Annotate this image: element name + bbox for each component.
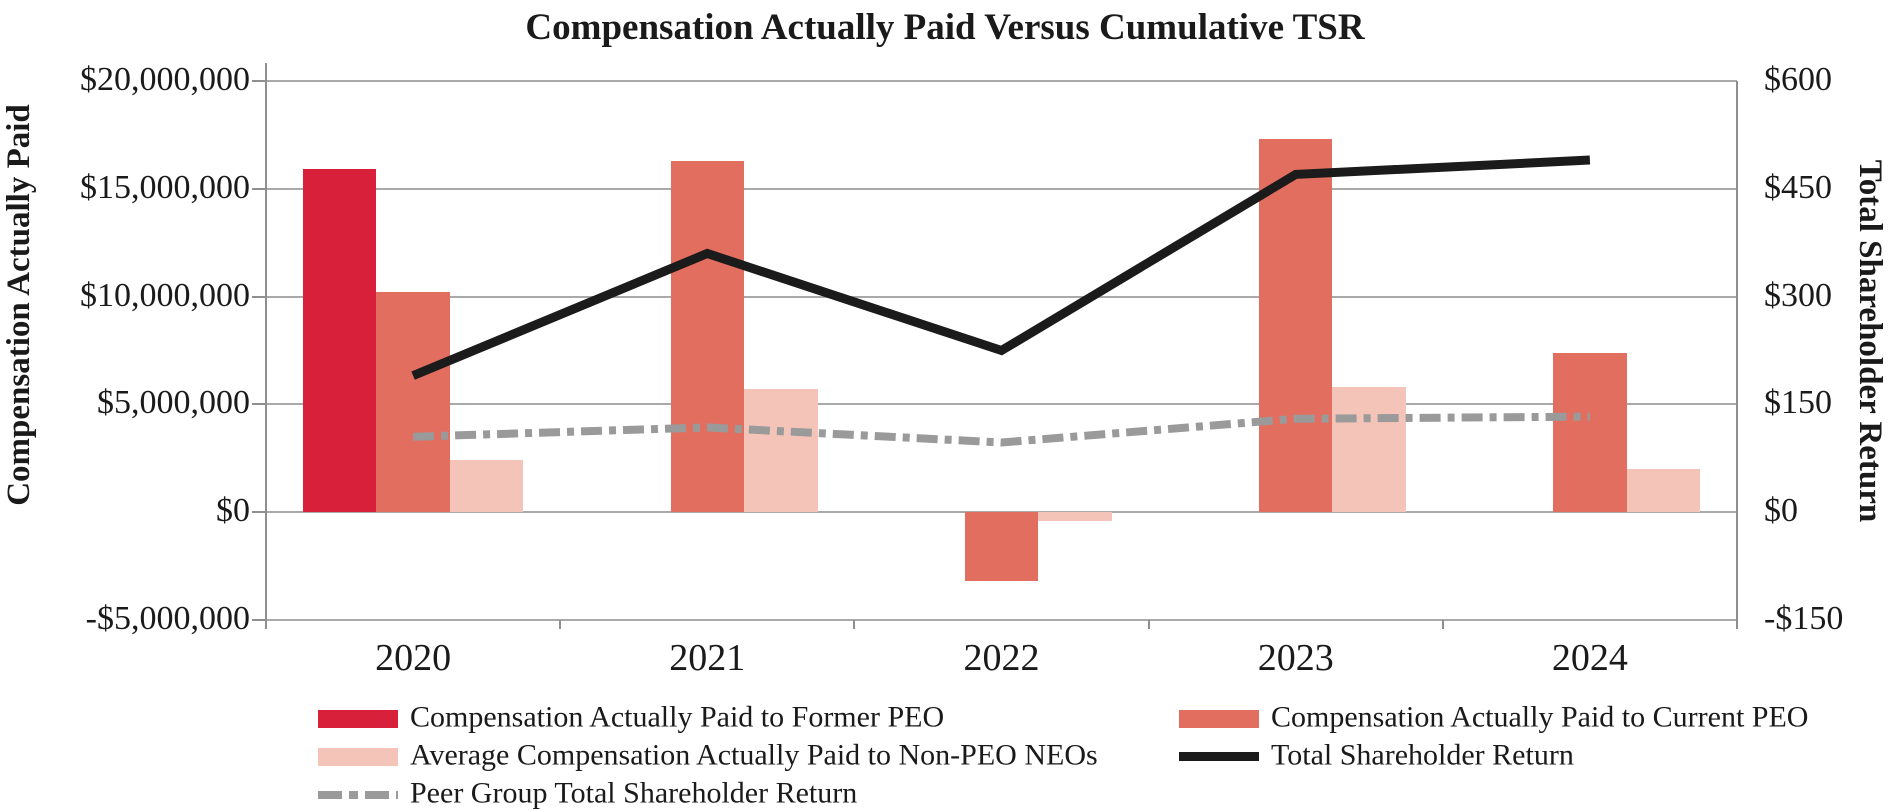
gridline-5000000 [266, 403, 1737, 406]
legend-swatch-peer-group-tsr [318, 791, 398, 799]
legend-label-current-peo: Compensation Actually Paid to Current PE… [1271, 700, 1809, 734]
right-axis-title: Total Shareholder Return [1852, 159, 1888, 523]
y-right-tick-label: $0 [1764, 492, 1798, 530]
legend-label-former-peo: Compensation Actually Paid to Former PEO [410, 700, 945, 734]
left-axis-tickmark [252, 80, 266, 82]
bar-non-peo-neos-2020 [449, 460, 524, 513]
y-right-tick-label: $300 [1764, 276, 1832, 314]
gridline-10000000 [266, 295, 1737, 298]
y-left-tick-label: $5,000,000 [97, 384, 250, 422]
peer-group-tsr-line [412, 412, 1590, 447]
x-tick-label-2021: 2021 [669, 637, 746, 679]
y-right-tick-label: $450 [1764, 169, 1832, 207]
left-axis-line [265, 63, 267, 629]
bar-non-peo-neos-2021 [744, 389, 818, 513]
bar-former-peo-2020 [302, 169, 377, 513]
left-axis-tickmark [252, 295, 266, 298]
y-left-tick-label: -$5,000,000 [85, 600, 250, 638]
legend-swatch-non-peo-neos [318, 748, 398, 766]
left-axis-tickmark [252, 619, 266, 621]
bar-current-peo-2022 [964, 512, 1039, 582]
bar-non-peo-neos-2023 [1332, 387, 1407, 513]
x-axis-tickmark [853, 620, 856, 629]
y-right-tick-label: $150 [1764, 384, 1832, 422]
tsr-line [411, 155, 1591, 380]
bar-current-peo-2020 [376, 292, 450, 513]
bar-current-peo-2021 [670, 160, 745, 513]
y-left-tick-label: $10,000,000 [80, 276, 250, 314]
bar-current-peo-2023 [1258, 139, 1333, 513]
y-right-tick-label: -$150 [1764, 600, 1844, 638]
y-left-tick-label: $0 [216, 492, 250, 530]
legend-label-peer-group-tsr: Peer Group Total Shareholder Return [410, 776, 858, 810]
y-right-tick-label: $600 [1764, 61, 1832, 99]
legend-label-tsr: Total Shareholder Return [1271, 738, 1574, 772]
x-tick-label-2024: 2024 [1551, 637, 1628, 679]
x-tick-label-2020: 2020 [375, 637, 452, 679]
right-axis-line [1736, 81, 1738, 620]
legend-swatch-former-peo [318, 710, 398, 728]
gridline-15000000 [266, 187, 1737, 190]
x-tick-label-2023: 2023 [1257, 637, 1334, 679]
bar-non-peo-neos-2022 [1038, 512, 1112, 521]
gridline--5000000 [266, 619, 1737, 621]
legend-swatch-tsr [1179, 752, 1259, 761]
y-left-tick-label: $20,000,000 [80, 61, 250, 99]
x-tick-label-2022: 2022 [963, 637, 1040, 679]
x-axis-tickmark [1441, 620, 1444, 629]
left-axis-tickmark [252, 511, 266, 514]
x-axis-tickmark [1147, 620, 1150, 629]
y-left-tick-label: $15,000,000 [80, 169, 250, 207]
bar-non-peo-neos-2024 [1626, 469, 1701, 513]
legend-label-non-peo-neos: Average Compensation Actually Paid to No… [410, 738, 1098, 772]
left-axis-tickmark [252, 403, 266, 406]
bar-current-peo-2024 [1553, 352, 1627, 513]
gridline-20000000 [266, 80, 1737, 82]
x-axis-tickmark [559, 620, 562, 629]
chart-title: Compensation Actually Paid Versus Cumula… [525, 7, 1365, 48]
legend-swatch-current-peo [1179, 710, 1259, 728]
left-axis-tickmark [252, 187, 266, 190]
x-axis-tickmark [1736, 620, 1738, 629]
